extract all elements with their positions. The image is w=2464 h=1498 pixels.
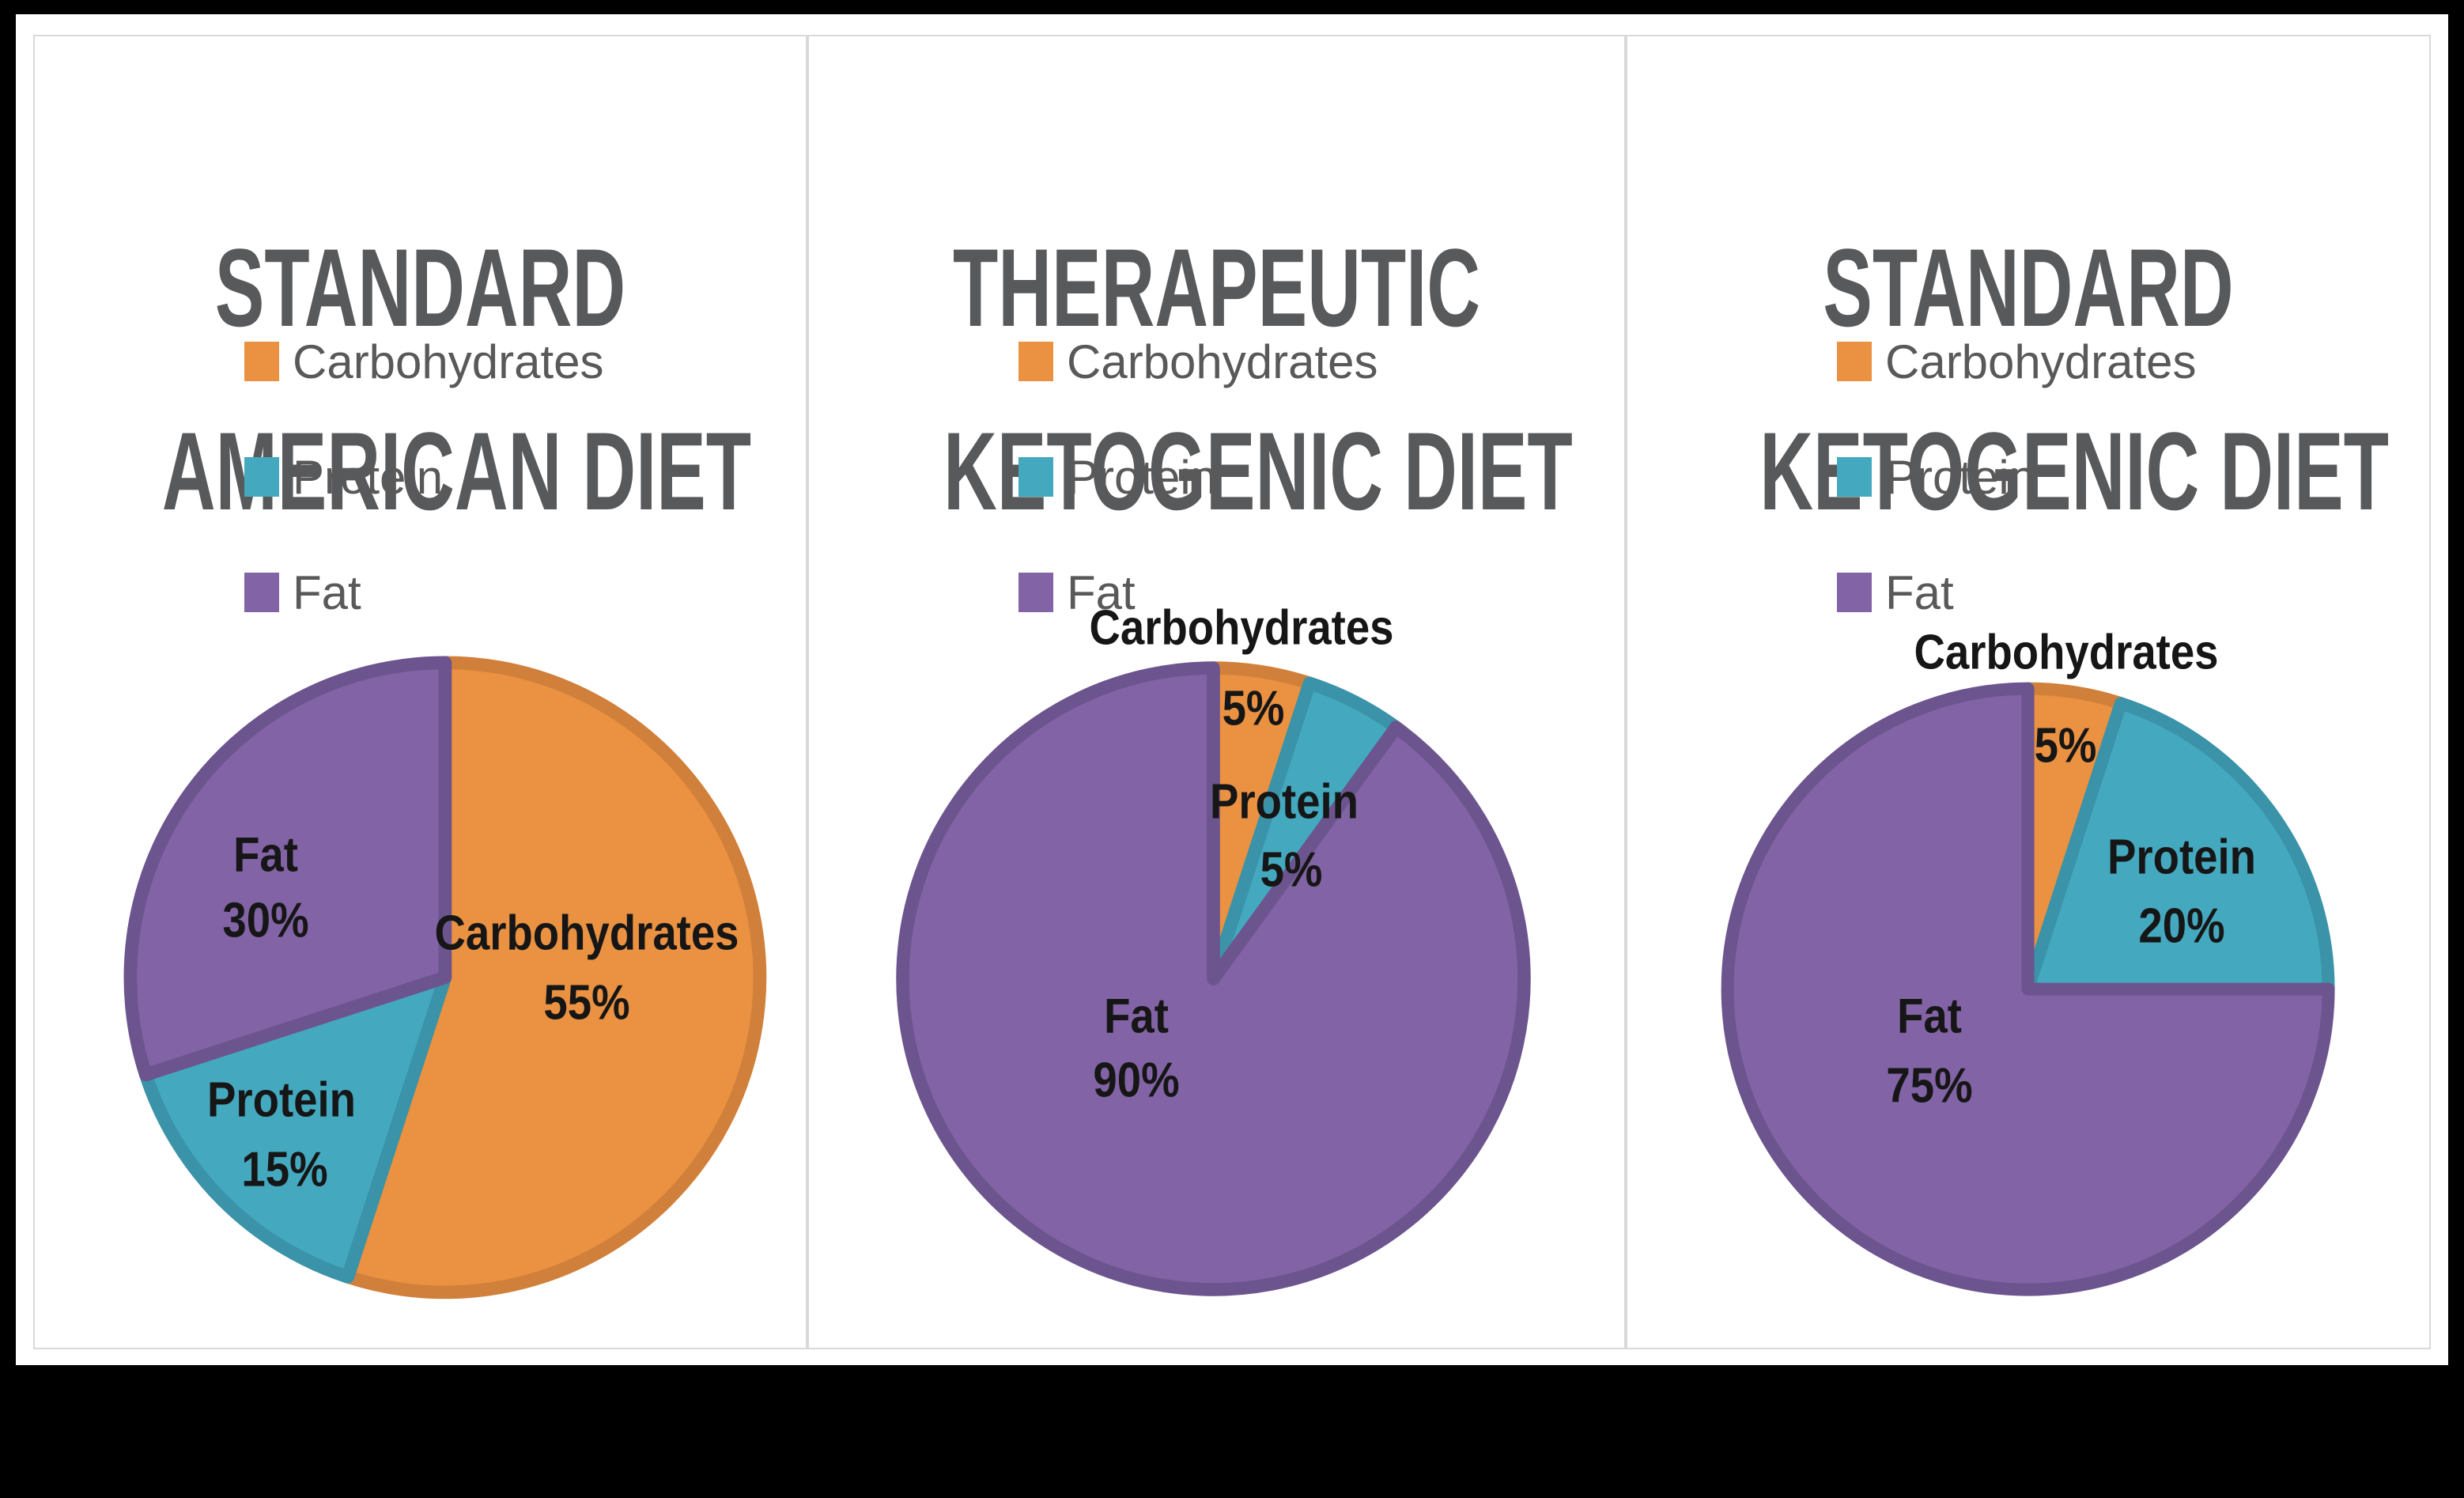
legend-swatch-carbohydrates (1018, 342, 1053, 381)
chart-title-line1: THERAPEUTIC (952, 225, 1481, 350)
panel-standard-american-diet: STANDARD AMERICAN DIET Carbohydrates Pro… (33, 35, 807, 1349)
legend-label: Fat (1885, 566, 1954, 619)
legend-swatch-protein (244, 457, 279, 497)
legend-swatch-protein (1018, 457, 1053, 497)
legend-label: Carbohydrates (1885, 335, 2197, 388)
panel-standard-ketogenic-diet: STANDARD KETOGENIC DIET Carbohydrates Pr… (1626, 35, 2431, 1349)
legend-label: Fat (1067, 566, 1136, 619)
legend-item-fat: Fat (244, 566, 604, 619)
legend-swatch-fat (1837, 573, 1872, 612)
legend-item-carbohydrates: Carbohydrates (1018, 335, 1378, 388)
chart-title: STANDARD KETOGENIC DIET (1627, 196, 2429, 563)
legend-label: Protein (293, 450, 444, 504)
panel-therapeutic-ketogenic-diet: THERAPEUTIC KETOGENIC DIET Carbohydrates… (807, 35, 1626, 1349)
legend-label: Carbohydrates (1067, 335, 1378, 388)
legend-swatch-fat (1018, 573, 1053, 612)
chart-title-line1: STANDARD (1823, 225, 2234, 350)
legend-item-carbohydrates: Carbohydrates (244, 335, 604, 388)
legend-swatch-carbohydrates (1837, 342, 1872, 381)
legend-swatch-protein (1837, 457, 1872, 497)
legend-item-protein: Protein (1837, 451, 2197, 504)
legend-item-protein: Protein (244, 451, 604, 504)
legend-label: Carbohydrates (293, 335, 604, 388)
chart-title-line1: STANDARD (214, 225, 626, 350)
legend-item-fat: Fat (1837, 566, 2197, 619)
legend-swatch-carbohydrates (244, 342, 279, 381)
legend-item-protein: Protein (1018, 451, 1378, 504)
legend-label: Fat (293, 566, 361, 619)
legend-swatch-fat (244, 573, 279, 612)
chart-legend: Carbohydrates Protein Fat (1018, 335, 1378, 687)
chart-legend: Carbohydrates Protein Fat (244, 335, 604, 687)
legend-item-carbohydrates: Carbohydrates (1837, 335, 2197, 388)
legend-label: Protein (1885, 450, 2036, 504)
legend-item-fat: Fat (1018, 566, 1378, 619)
chart-legend: Carbohydrates Protein Fat (1837, 335, 2197, 687)
legend-label: Protein (1067, 450, 1218, 504)
